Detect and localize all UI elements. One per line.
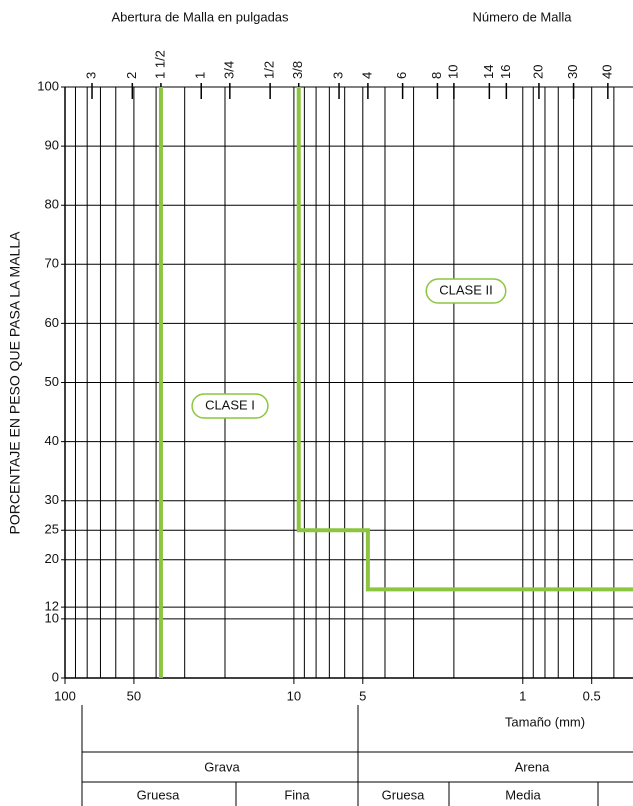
y-tick-label: 100	[37, 78, 59, 93]
group-label: Arena	[515, 759, 550, 774]
y-tick-label: 80	[45, 197, 59, 212]
series-label-box	[191, 393, 269, 419]
x-tick-label: 5	[359, 688, 366, 703]
x-tick-label: 10	[287, 688, 301, 703]
x-tick-label: 1	[519, 688, 526, 703]
x-tick-label: 100	[54, 688, 76, 703]
group-label: Grava	[204, 759, 240, 774]
x2-tick-label: 3/4	[221, 61, 236, 79]
y-tick-label: 70	[45, 256, 59, 271]
header-right: Número de Malla	[473, 9, 573, 24]
x-tick-label: 0.5	[583, 688, 601, 703]
x-tick-label: 50	[127, 688, 141, 703]
y-tick-label: 12	[45, 599, 59, 614]
series-label-text: CLASE I	[205, 397, 255, 412]
series-label-text: CLASE II	[439, 282, 492, 297]
y-tick-label: 50	[45, 374, 59, 389]
x2-tick-label: 1/2	[262, 61, 277, 79]
x2-tick-label: 4	[359, 72, 374, 79]
y-tick-label: 30	[45, 492, 59, 507]
y-tick-label: 90	[45, 138, 59, 153]
x2-tick-label: 30	[565, 65, 580, 79]
x2-tick-label: 2	[124, 72, 139, 79]
y-tick-label: 40	[45, 433, 59, 448]
y-tick-label: 0	[52, 669, 59, 684]
x2-tick-label: 14	[481, 65, 496, 79]
series-label: CLASE I	[191, 393, 269, 419]
x2-tick-label: 3	[330, 72, 345, 79]
x2-tick-label: 6	[394, 72, 409, 79]
y-tick-label: 10	[45, 610, 59, 625]
x2-tick-label: 1	[193, 72, 208, 79]
y-tick-label: 60	[45, 315, 59, 330]
classification-lines	[81, 705, 633, 806]
x2-tick-label: 1 1/2	[152, 50, 167, 79]
y-tick-label: 20	[45, 551, 59, 566]
subgroup-label: Media	[505, 787, 541, 802]
subgroup-label: Gruesa	[382, 787, 425, 802]
y-tick-label: 25	[45, 522, 59, 537]
x2-tick-label: 16	[498, 65, 513, 79]
subgroup-label: Fina	[284, 787, 310, 802]
x2-tick-label: 20	[530, 65, 545, 79]
x2-tick-label: 40	[599, 65, 614, 79]
series-label: CLASE II	[425, 278, 507, 304]
x2-tick-label: 10	[445, 65, 460, 79]
x2-tick-label: 8	[429, 72, 444, 79]
x2-tick-label: 3/8	[290, 61, 305, 79]
x2-tick-label: 3	[83, 72, 98, 79]
x-axis-label: Tamaño (mm)	[505, 714, 585, 729]
subgroup-label: Gruesa	[137, 787, 180, 802]
series-label-box	[425, 278, 507, 304]
series-line	[296, 87, 633, 592]
y-axis-label: PORCENTAJE EN PESO QUE PASA LA MALLA	[7, 231, 23, 535]
header-left: Abertura de Malla en pulgadas	[111, 9, 289, 24]
